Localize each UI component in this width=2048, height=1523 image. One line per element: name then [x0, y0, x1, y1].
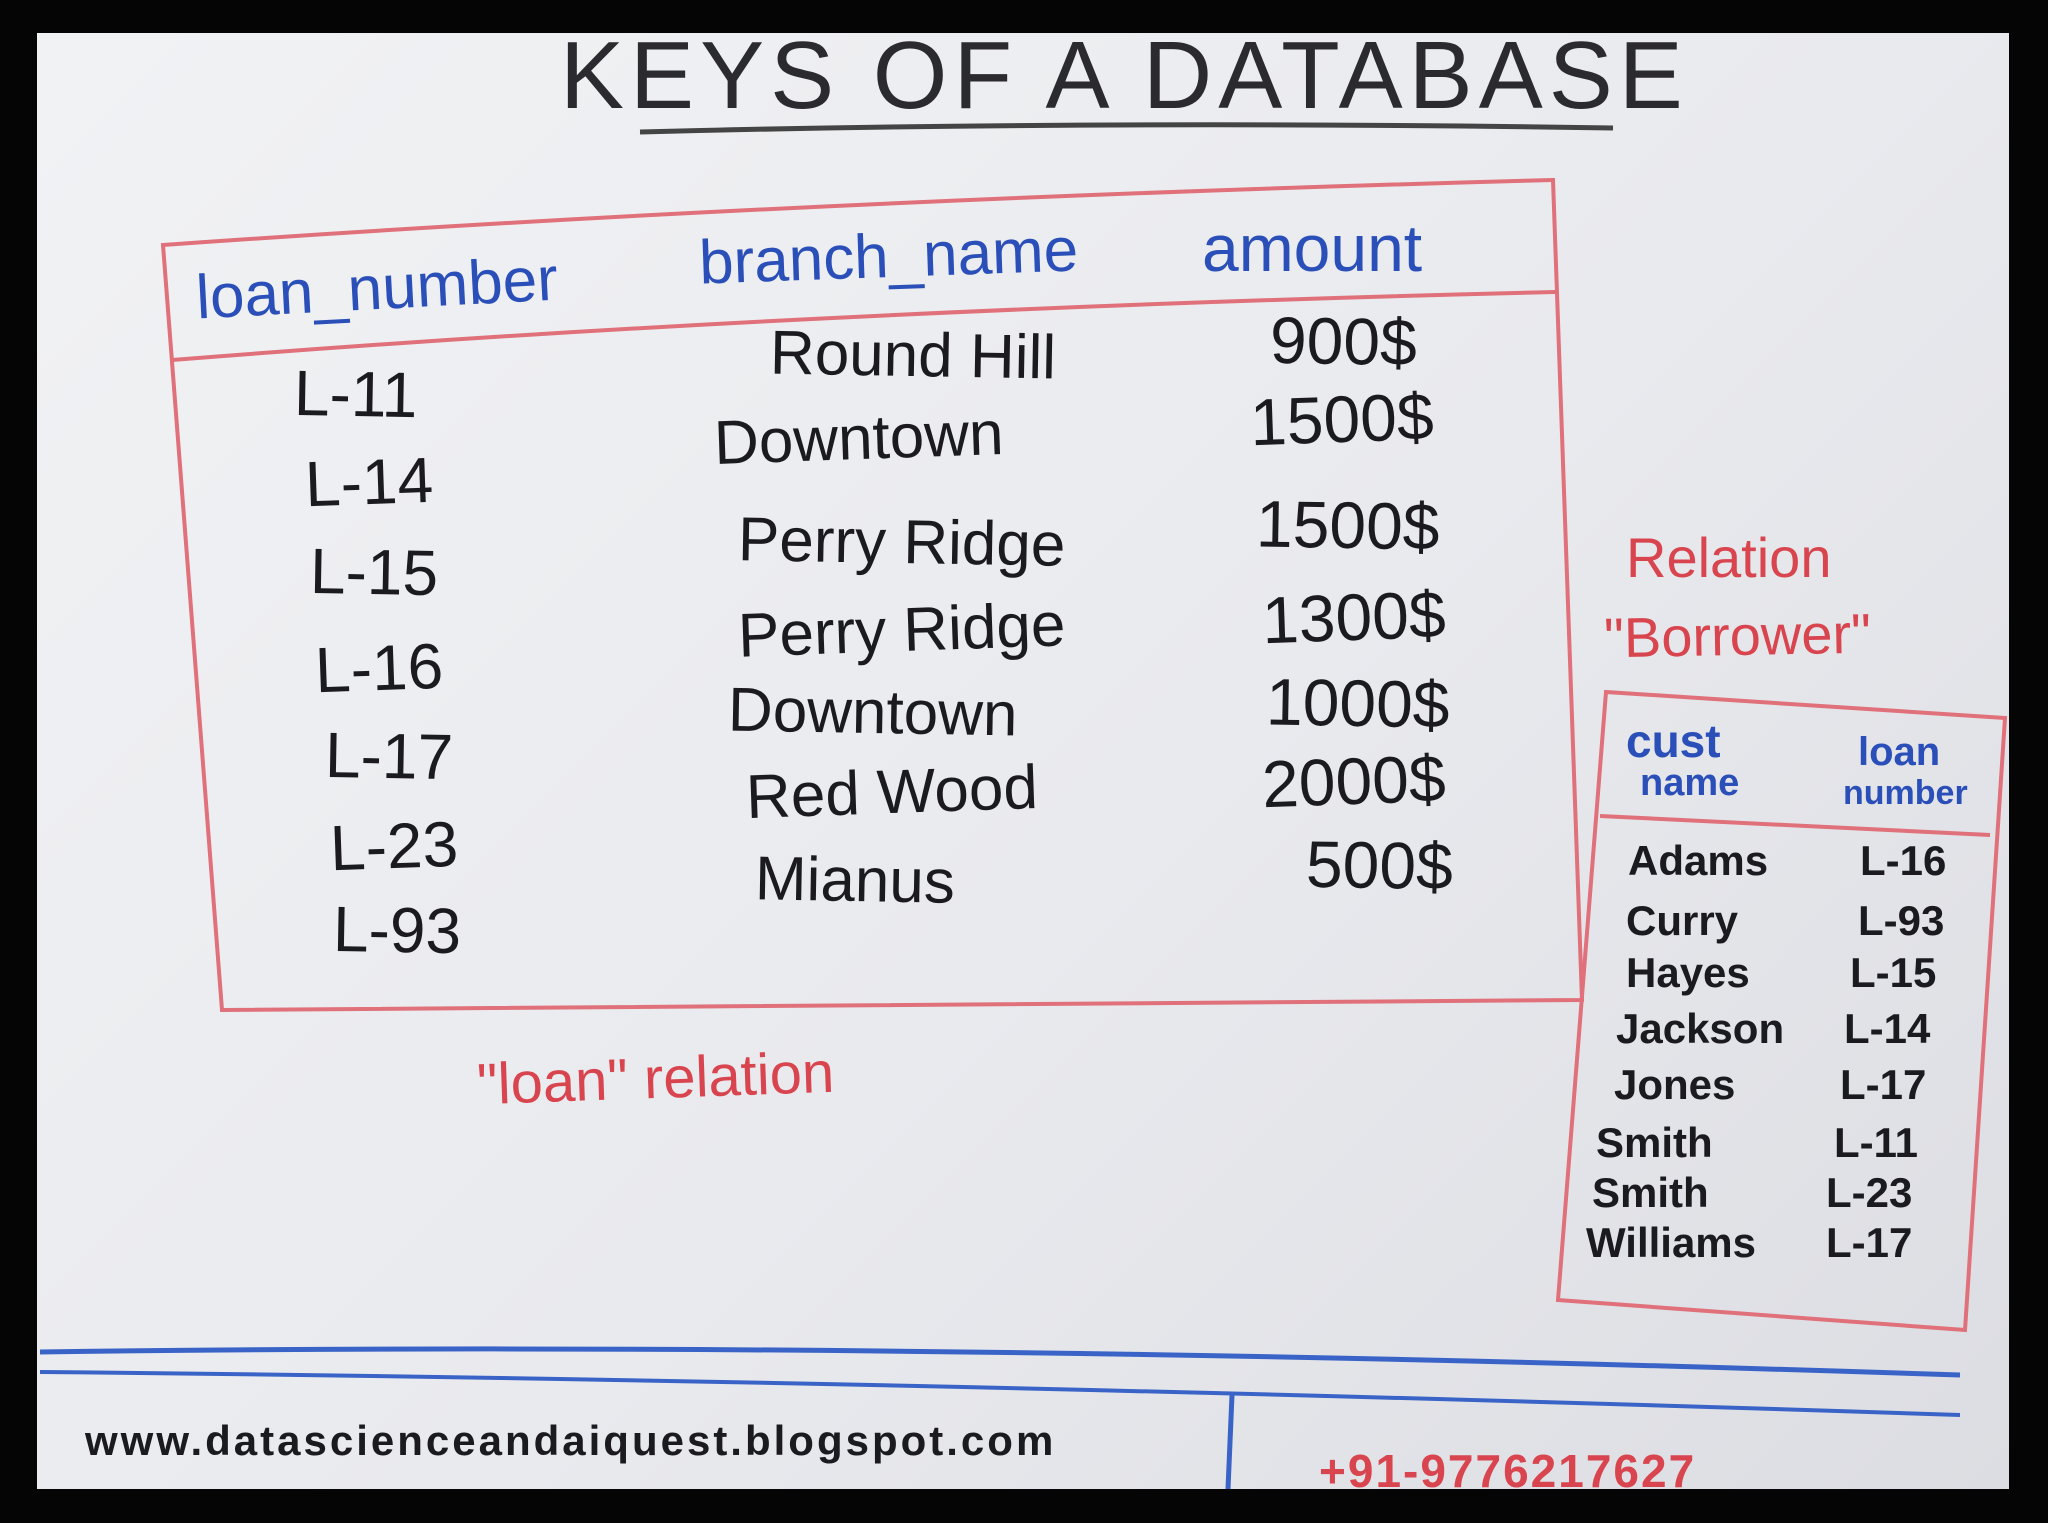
- header-amount: amount: [1202, 211, 1423, 285]
- whiteboard: [37, 33, 2009, 1489]
- loan-number-cell: L-14: [303, 443, 435, 521]
- loan-table-header-line: [171, 290, 1556, 362]
- header-cust-line2: name: [1640, 762, 1740, 804]
- amount-cell: 1000$: [1265, 664, 1451, 742]
- cust-name-cell: Hayes: [1626, 949, 1750, 996]
- amount-cell: 900$: [1269, 302, 1418, 380]
- borrower-caption-line1: Relation: [1626, 526, 1832, 589]
- amount-cell: 1500$: [1248, 378, 1435, 460]
- cust-name-cell: Adams: [1628, 837, 1769, 884]
- loan-number-cell: L-17: [324, 718, 454, 794]
- borrower-table-border: [1555, 689, 2008, 1333]
- footer-divider: [1225, 1394, 1235, 1490]
- branch-name-cell: Red Wood: [744, 752, 1039, 833]
- loan-number-cell: L-15: [309, 534, 439, 610]
- borrower-loan-number-cell: L-11: [1834, 1119, 1919, 1166]
- borrower-loan-number-cell: L-14: [1844, 1005, 1931, 1052]
- borrower-loan-number-cell: L-17: [1826, 1219, 1913, 1266]
- borrower-loan-number-cell: L-93: [1858, 897, 1945, 944]
- title-underline: [639, 122, 1614, 135]
- loan-number-cell: L-23: [328, 807, 460, 885]
- footer-line-bottom: [39, 1370, 1961, 1417]
- amount-cell: 2000$: [1260, 740, 1447, 822]
- cust-name-cell: Jones: [1614, 1061, 1736, 1108]
- cust-name-cell: Smith: [1596, 1119, 1713, 1166]
- borrower-loan-number-cell: L-17: [1840, 1061, 1927, 1108]
- header-loan-line2: number: [1843, 774, 1968, 812]
- borrower-loan-number-cell: L-15: [1850, 949, 1937, 996]
- cust-name-cell: Jackson: [1616, 1005, 1785, 1052]
- branch-name-cell: Mianus: [754, 844, 956, 917]
- borrower-loan-number-cell: L-23: [1826, 1169, 1913, 1216]
- footer-line-top: [39, 1346, 1961, 1378]
- cust-name-cell: Smith: [1592, 1169, 1709, 1216]
- loan-number-cell: L-93: [332, 892, 462, 968]
- loan-relation-caption: "loan" relation: [475, 1039, 836, 1118]
- branch-name-cell: Downtown: [712, 398, 1005, 479]
- header-cust-line1: cust: [1626, 715, 1721, 767]
- cust-name-cell: Williams: [1586, 1219, 1757, 1266]
- phone-number: +91-9776217627: [1319, 1445, 1697, 1497]
- cust-name-cell: Curry: [1626, 897, 1739, 944]
- loan-number-cell: L-16: [313, 629, 445, 707]
- branch-name-cell: Round Hill: [769, 318, 1057, 393]
- page-title: KEYS OF A DATABASE: [560, 22, 1689, 129]
- borrower-table-header-line: [1599, 814, 1991, 837]
- amount-cell: 500$: [1305, 826, 1454, 904]
- header-loan-line1: loan: [1858, 730, 1941, 774]
- branch-name-cell: Downtown: [727, 675, 1019, 750]
- amount-cell: 1500$: [1255, 486, 1441, 564]
- loan-table-border: [160, 177, 1585, 1013]
- amount-cell: 1300$: [1260, 576, 1447, 658]
- header-branch-name: branch_name: [697, 215, 1080, 298]
- branch-name-cell: Perry Ridge: [737, 505, 1066, 580]
- branch-name-cell: Perry Ridge: [736, 590, 1067, 671]
- borrower-caption-line2: "Borrower": [1603, 601, 1872, 670]
- website-link[interactable]: www.datascienceandaiquest.blogspot.com: [85, 1417, 1057, 1464]
- borrower-loan-number-cell: L-16: [1860, 837, 1947, 884]
- loan-number-cell: L-11: [293, 356, 418, 432]
